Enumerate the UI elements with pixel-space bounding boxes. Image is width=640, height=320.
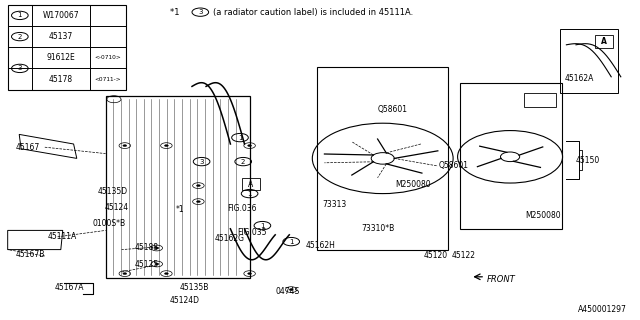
Text: *1: *1 — [176, 205, 184, 214]
Circle shape — [196, 201, 200, 203]
Text: Q58601: Q58601 — [378, 105, 408, 114]
Text: W170067: W170067 — [42, 11, 79, 20]
Text: 45167: 45167 — [16, 143, 40, 152]
Circle shape — [155, 263, 159, 265]
Text: FRONT: FRONT — [486, 275, 515, 284]
Bar — [524, 93, 556, 107]
Bar — [8, 5, 126, 90]
Text: A: A — [601, 37, 607, 46]
Text: 45167B: 45167B — [16, 250, 45, 259]
Circle shape — [155, 247, 159, 249]
Text: 1: 1 — [260, 223, 265, 228]
Text: 0100S*B: 0100S*B — [93, 219, 126, 228]
Text: (a radiator caution label) is included in 45111A.: (a radiator caution label) is included i… — [213, 8, 413, 17]
Text: Q58601: Q58601 — [438, 161, 468, 170]
Bar — [560, 29, 618, 93]
Text: 45135B: 45135B — [179, 283, 209, 292]
Text: 1: 1 — [247, 191, 252, 196]
Text: 45150: 45150 — [576, 156, 600, 164]
Text: 73310*B: 73310*B — [361, 224, 394, 233]
Text: FIG.036: FIG.036 — [227, 204, 257, 212]
Text: 45167A: 45167A — [54, 283, 84, 292]
Text: 45162H: 45162H — [306, 241, 336, 250]
Text: 45162G: 45162G — [214, 234, 244, 243]
Text: 3: 3 — [199, 159, 204, 164]
Text: 45137: 45137 — [49, 32, 73, 41]
Text: 1: 1 — [237, 135, 243, 140]
Text: <0711->: <0711-> — [95, 76, 121, 82]
Text: *1: *1 — [170, 8, 184, 17]
Text: 2: 2 — [18, 34, 22, 40]
Text: M250080: M250080 — [395, 180, 431, 189]
Text: A: A — [248, 180, 253, 188]
Text: FIG.035: FIG.035 — [237, 228, 266, 237]
Text: 45135D: 45135D — [98, 187, 128, 196]
Bar — [595, 35, 613, 48]
Circle shape — [248, 273, 252, 275]
Text: 45162A: 45162A — [564, 74, 594, 83]
Circle shape — [289, 289, 293, 291]
Text: 45124: 45124 — [104, 203, 129, 212]
Bar — [460, 83, 562, 229]
Circle shape — [164, 145, 168, 147]
Text: 45124D: 45124D — [170, 296, 200, 305]
Text: 45178: 45178 — [49, 75, 73, 84]
Text: <-0710>: <-0710> — [95, 55, 121, 60]
Text: 91612E: 91612E — [47, 53, 75, 62]
Circle shape — [196, 185, 200, 187]
Text: A450001297: A450001297 — [579, 305, 627, 314]
Circle shape — [123, 273, 127, 275]
Text: 0474S: 0474S — [275, 287, 300, 296]
Bar — [242, 178, 260, 190]
Text: 3: 3 — [198, 9, 203, 15]
Text: 45111A: 45111A — [48, 232, 77, 241]
Circle shape — [164, 273, 168, 275]
Bar — [106, 96, 250, 278]
Bar — [317, 67, 448, 250]
Circle shape — [248, 145, 252, 147]
Text: 45125: 45125 — [134, 260, 159, 269]
Text: M250080: M250080 — [525, 212, 561, 220]
Circle shape — [123, 145, 127, 147]
Text: 45120: 45120 — [424, 251, 448, 260]
Text: 3: 3 — [17, 65, 22, 71]
Text: 45122: 45122 — [451, 251, 475, 260]
Text: 45188: 45188 — [134, 243, 159, 252]
Text: 1: 1 — [17, 12, 22, 19]
Text: 1: 1 — [289, 239, 294, 244]
Text: 2: 2 — [241, 159, 245, 164]
Text: 73313: 73313 — [322, 200, 346, 209]
